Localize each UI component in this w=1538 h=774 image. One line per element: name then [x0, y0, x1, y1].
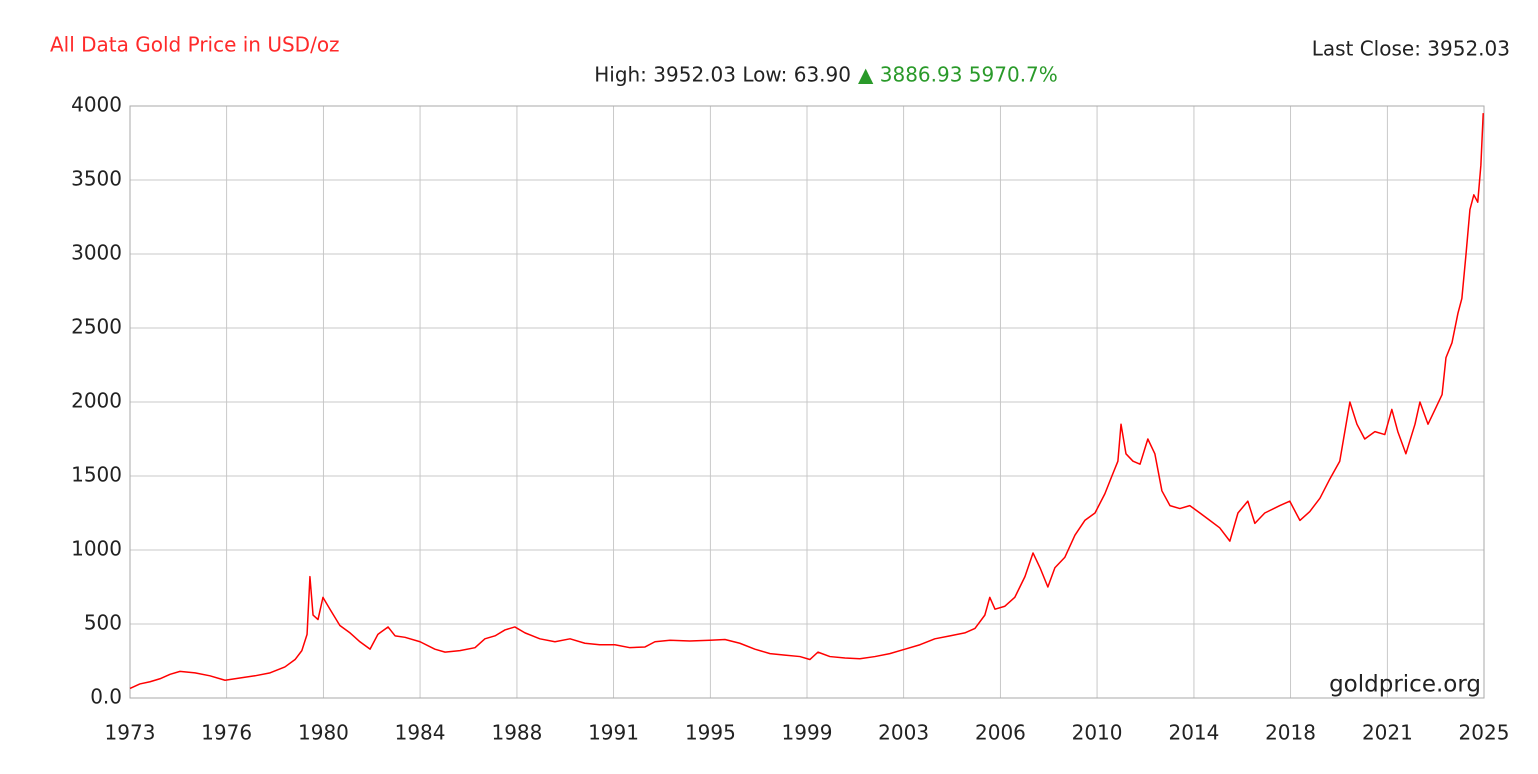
x-tick-label: 2010 — [1072, 721, 1123, 745]
x-tick-label: 2025 — [1459, 721, 1510, 745]
y-tick-label: 500 — [84, 611, 122, 635]
y-tick-label: 3500 — [71, 167, 122, 191]
y-tick-label: 1000 — [71, 537, 122, 561]
y-tick-label: 0.0 — [90, 685, 122, 709]
x-tick-label: 2018 — [1265, 721, 1316, 745]
y-tick-label: 3000 — [71, 241, 122, 265]
x-tick-label: 2003 — [878, 721, 929, 745]
x-tick-label: 1973 — [105, 721, 156, 745]
x-tick-label: 1976 — [201, 721, 252, 745]
x-tick-label: 2021 — [1362, 721, 1413, 745]
chart-title: All Data Gold Price in USD/oz — [50, 33, 340, 57]
x-tick-label: 1984 — [395, 721, 446, 745]
plot: 0.0 500 1000 1500 2000 2500 3000 3500 4000 1973 19… — [71, 93, 1509, 745]
plot-border — [129, 105, 1485, 699]
y-tick-label: 2500 — [71, 315, 122, 339]
x-tick-label: 2006 — [975, 721, 1026, 745]
y-tick-label: 2000 — [71, 389, 122, 413]
watermark: goldprice.org — [1329, 672, 1481, 698]
y-tick-label: 4000 — [71, 93, 122, 117]
x-tick-label: 1999 — [782, 721, 833, 745]
last-close: Last Close: 3952.03 — [1312, 37, 1510, 61]
x-tick-label: 1991 — [588, 721, 639, 745]
x-tick-label: 1980 — [298, 721, 349, 745]
summary: High: 3952.03 Low: 63.90 — [594, 63, 851, 87]
x-tick-label: 1988 — [491, 721, 542, 745]
change: ▲ 3886.93 5970.7% — [858, 63, 1058, 87]
y-tick-label: 1500 — [71, 463, 122, 487]
x-tick-label: 1995 — [685, 721, 736, 745]
x-tick-label: 2014 — [1168, 721, 1219, 745]
price-line — [129, 113, 1484, 690]
